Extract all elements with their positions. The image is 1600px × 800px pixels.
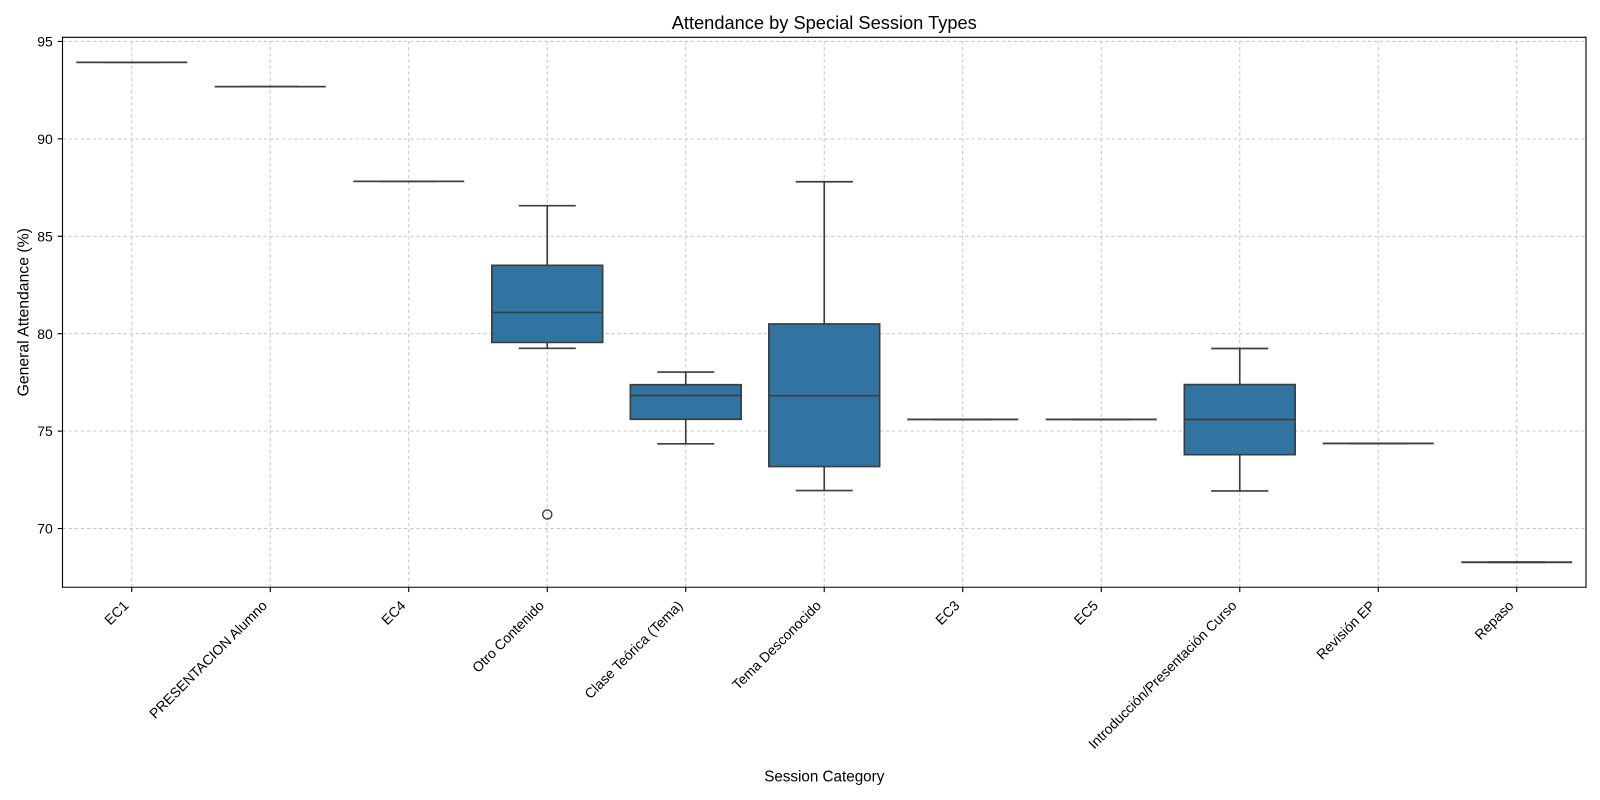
svg-text:Attendance by Special Session: Attendance by Special Session Types	[672, 12, 977, 33]
svg-text:95: 95	[37, 34, 53, 50]
svg-text:Session Category: Session Category	[764, 769, 885, 786]
svg-text:General Attendance (%): General Attendance (%)	[15, 228, 32, 396]
svg-text:70: 70	[37, 521, 53, 537]
svg-text:80: 80	[37, 326, 53, 342]
svg-text:75: 75	[37, 423, 53, 439]
svg-text:85: 85	[37, 228, 53, 244]
svg-text:90: 90	[37, 131, 53, 147]
